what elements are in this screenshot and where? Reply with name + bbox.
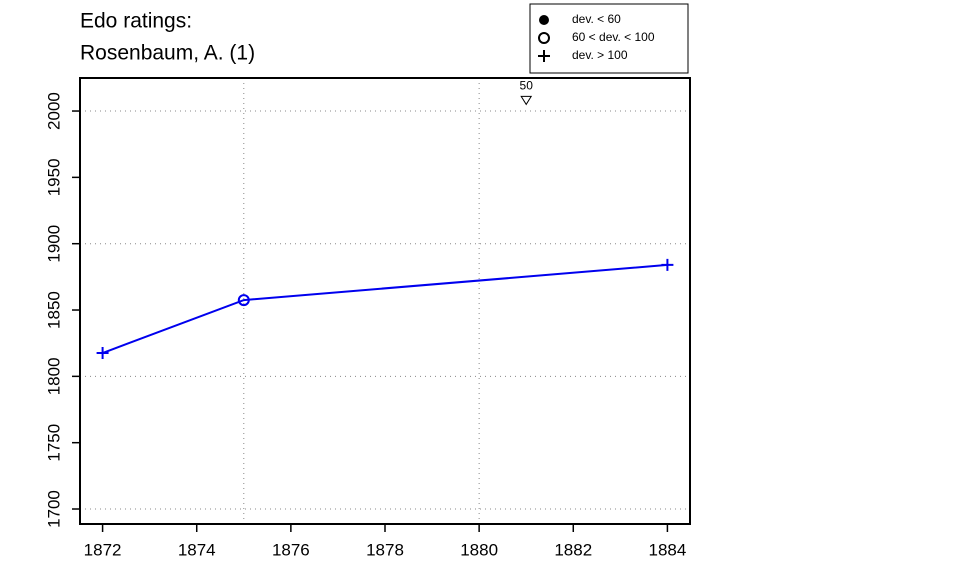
marker-plus xyxy=(96,347,109,360)
y-tick-label: 1800 xyxy=(44,357,63,395)
marker-plus xyxy=(538,50,550,62)
y-tick-label: 1850 xyxy=(44,291,63,329)
chart-title: Rosenbaum, A. (1) xyxy=(80,42,255,65)
series-line xyxy=(102,263,668,354)
marker-circle xyxy=(538,32,550,44)
x-tick-label: 1876 xyxy=(272,540,310,559)
marker-plus xyxy=(661,258,674,271)
marker-dot xyxy=(539,15,549,25)
x-tick-label: 1880 xyxy=(460,540,498,559)
marker-circle xyxy=(237,294,250,307)
legend-label: dev. < 60 xyxy=(572,12,621,26)
plot-frame xyxy=(79,77,691,525)
x-tick-label: 1874 xyxy=(178,540,216,559)
legend-label: dev. > 100 xyxy=(572,48,628,62)
y-tick-label: 1700 xyxy=(44,490,63,528)
marker-triangle xyxy=(520,95,533,106)
y-tick-label: 1950 xyxy=(44,158,63,196)
x-tick-label: 1884 xyxy=(648,540,686,559)
chart-title: Edo ratings: xyxy=(80,10,192,33)
y-tick-label: 1750 xyxy=(44,424,63,462)
y-tick-label: 2000 xyxy=(44,92,63,130)
legend-box xyxy=(529,3,689,74)
legend-label: 60 < dev. < 100 xyxy=(572,30,655,44)
y-tick-label: 1900 xyxy=(44,225,63,263)
x-tick-label: 1872 xyxy=(84,540,122,559)
x-tick-label: 1878 xyxy=(366,540,404,559)
x-tick-label: 1882 xyxy=(554,540,592,559)
legend: dev. < 60 60 < dev. < 100 dev. > 100 xyxy=(529,3,689,74)
annotation-label: 50 xyxy=(520,79,534,93)
